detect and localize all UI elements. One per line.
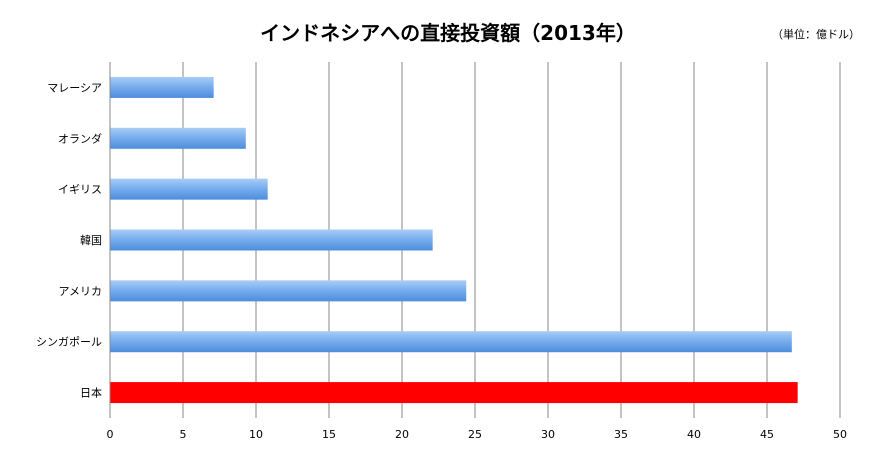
bar-1 — [110, 127, 246, 149]
category-label: オランダ — [58, 131, 102, 145]
bar-0 — [110, 76, 214, 98]
category-label: マレーシア — [47, 81, 102, 94]
category-label: シンガポール — [36, 336, 102, 349]
x-tick-label: 25 — [468, 428, 482, 441]
unit-note: （単位：億ドル） — [772, 27, 860, 41]
x-tick-label: 30 — [541, 428, 555, 441]
bar-2 — [110, 178, 268, 200]
x-tick-label: 5 — [180, 428, 187, 441]
chart-title: インドネシアへの直接投資額（2013年） — [260, 21, 636, 45]
category-label: アメリカ — [59, 285, 102, 298]
category-label: 韓国 — [80, 234, 102, 247]
bar-3 — [110, 229, 433, 251]
x-tick-label: 45 — [760, 428, 774, 441]
category-label: 日本 — [80, 386, 102, 400]
x-tick-label: 50 — [833, 428, 847, 441]
bar-5 — [110, 331, 792, 353]
x-tick-label: 10 — [249, 428, 263, 441]
bar-4 — [110, 280, 467, 302]
category-label: イギリス — [58, 183, 102, 196]
x-tick-label: 35 — [614, 428, 628, 441]
x-tick-label: 40 — [687, 428, 701, 441]
bar-6 — [110, 382, 798, 404]
x-axis-tick-labels: 0 5 10 15 20 25 30 35 40 45 50 — [107, 428, 848, 441]
x-tick-label: 15 — [322, 428, 336, 441]
bars — [110, 76, 798, 404]
x-tick-label: 0 — [107, 428, 114, 441]
x-tick-label: 20 — [395, 428, 409, 441]
grid-lines — [182, 62, 841, 418]
